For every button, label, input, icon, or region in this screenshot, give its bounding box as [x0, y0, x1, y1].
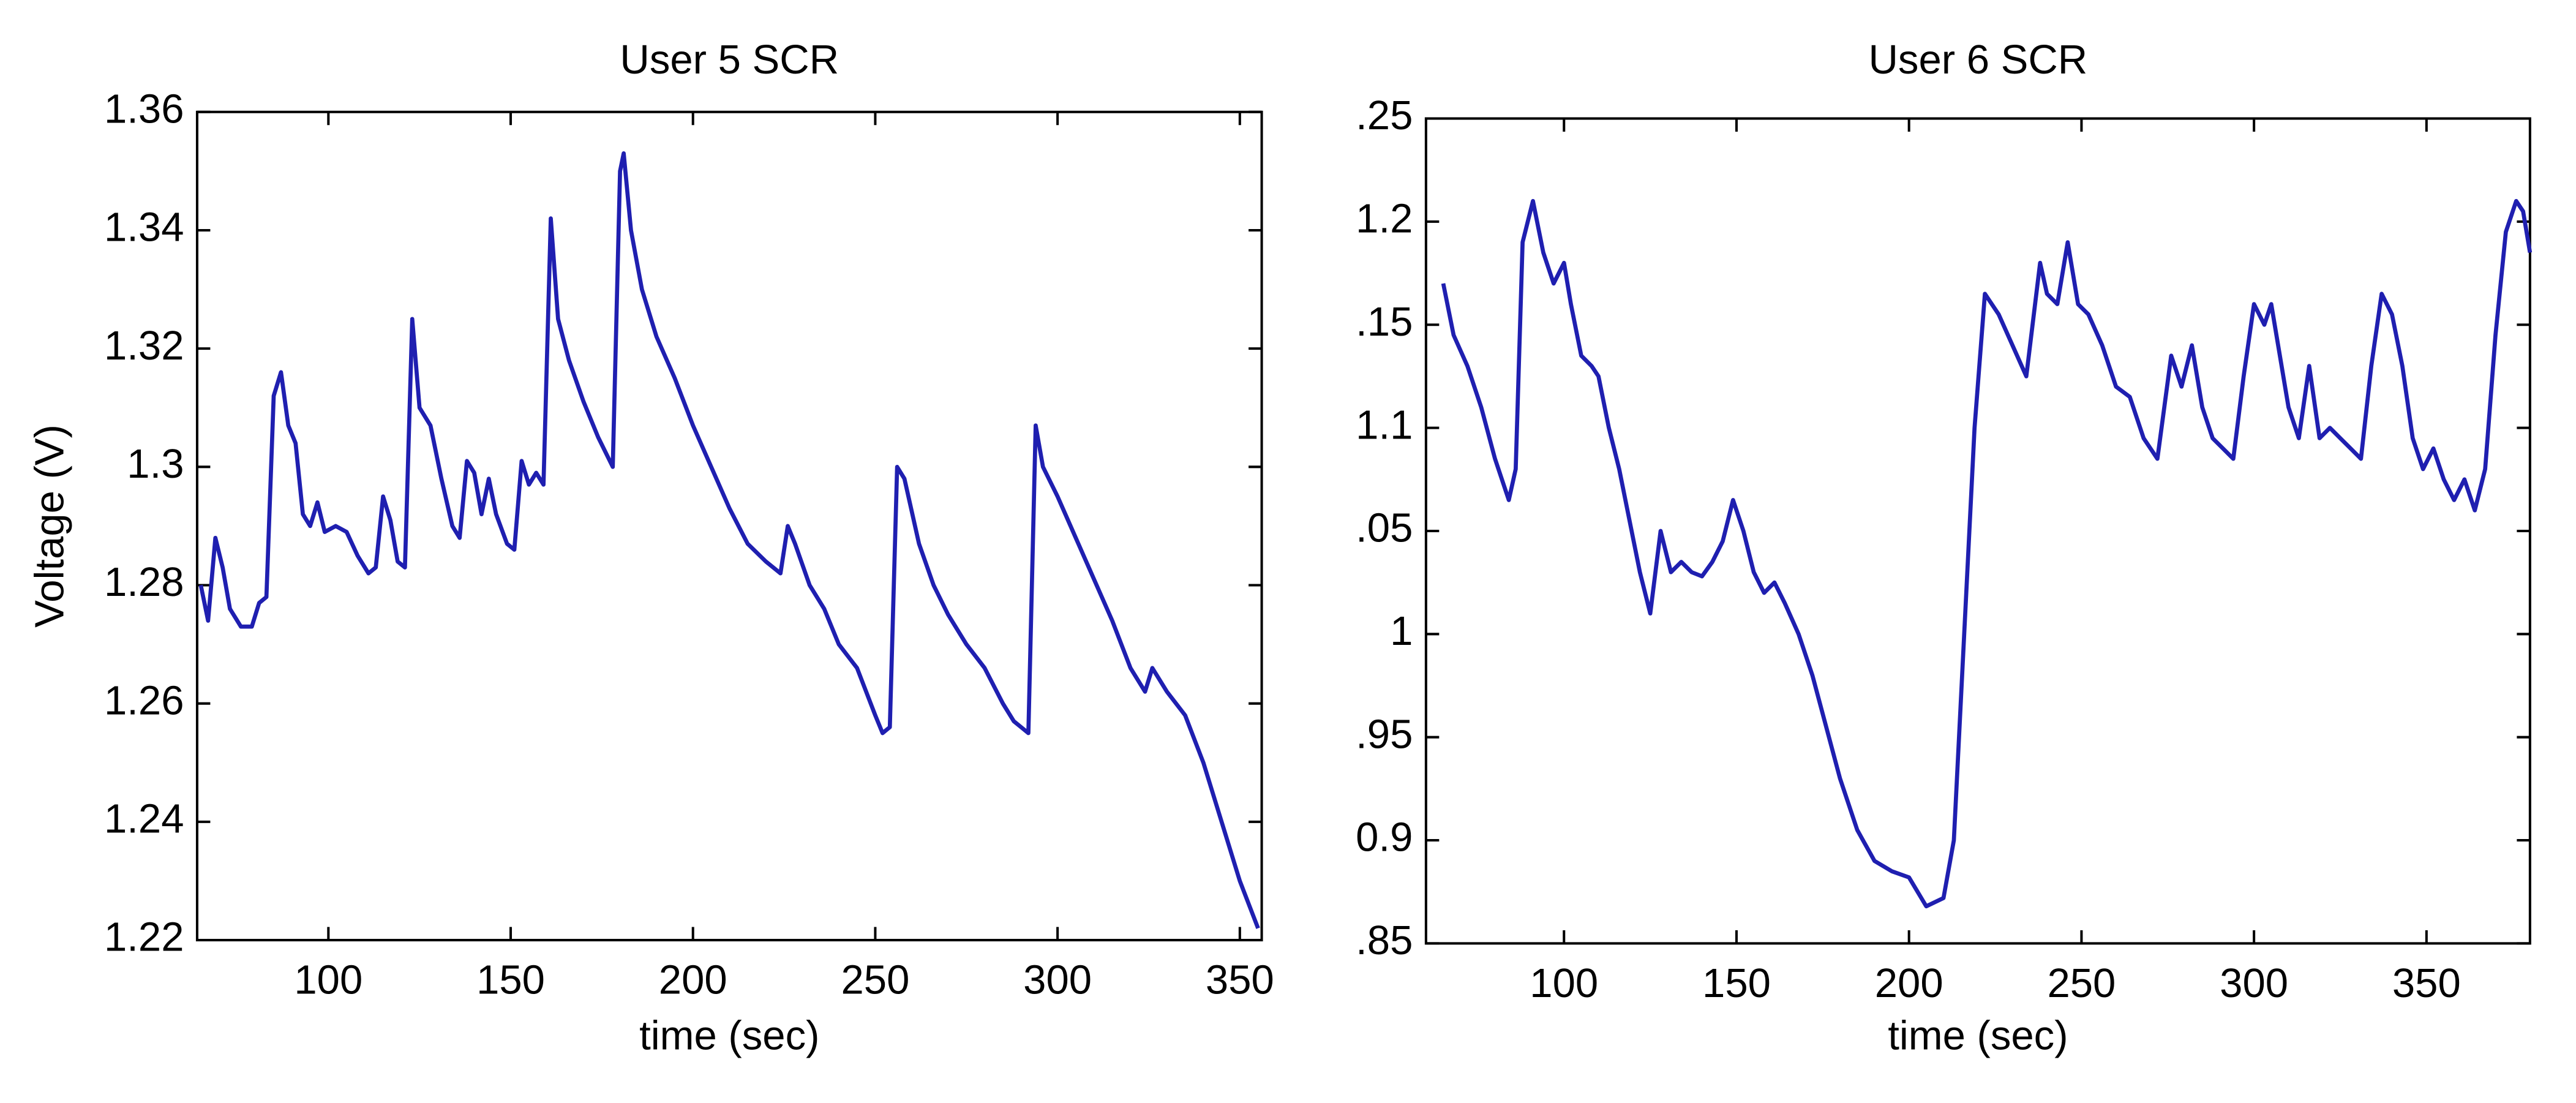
y-tick-label: .15 [1356, 299, 1413, 345]
data-line [198, 151, 1260, 929]
y-tick-label: 1.28 [104, 559, 184, 605]
x-tick-label: 200 [1875, 960, 1943, 1006]
x-tick-label: 350 [2392, 960, 2461, 1006]
y-tick-label: 1.34 [104, 205, 184, 250]
y-tick-label: .85 [1356, 917, 1413, 963]
y-tick-label: .95 [1356, 711, 1413, 757]
y-tick-label: 1.22 [104, 914, 184, 960]
x-axis-label: time (sec) [1888, 1013, 2068, 1059]
x-tick-label: 250 [2047, 960, 2116, 1006]
x-tick-label: 150 [476, 957, 545, 1003]
plot-area [195, 110, 1263, 942]
data-line [1441, 198, 2533, 909]
y-tick-label: .25 [1356, 92, 1413, 138]
y-tick-label: 1.2 [1356, 196, 1413, 242]
y-tick-label: 1.26 [104, 677, 184, 723]
y-tick-label: 1.32 [104, 323, 184, 369]
y-tick-label: 1.24 [104, 796, 184, 842]
plot-area [1424, 117, 2531, 945]
x-tick-label: 100 [1530, 960, 1598, 1006]
x-tick-label: 300 [1023, 957, 1092, 1003]
y-tick-label: 0.9 [1356, 815, 1413, 860]
x-tick-label: 250 [841, 957, 909, 1003]
y-tick-label: .05 [1356, 505, 1413, 551]
x-tick-label: 200 [659, 957, 727, 1003]
x-tick-label: 300 [2220, 960, 2288, 1006]
x-tick-label: 100 [294, 957, 362, 1003]
y-tick-label: 1.36 [104, 86, 184, 132]
y-tick-label: 1.1 [1356, 402, 1413, 448]
chart-title: User 6 SCR [1868, 37, 2087, 83]
chart-title: User 5 SCR [620, 37, 839, 83]
y-tick-label: 1.3 [127, 441, 184, 487]
x-tick-label: 150 [1702, 960, 1771, 1006]
y-axis-label: Voltage (V) [27, 424, 73, 628]
y-tick-label: 1 [1390, 608, 1413, 654]
x-axis-label: time (sec) [639, 1013, 819, 1059]
x-tick-label: 350 [1206, 957, 1274, 1003]
